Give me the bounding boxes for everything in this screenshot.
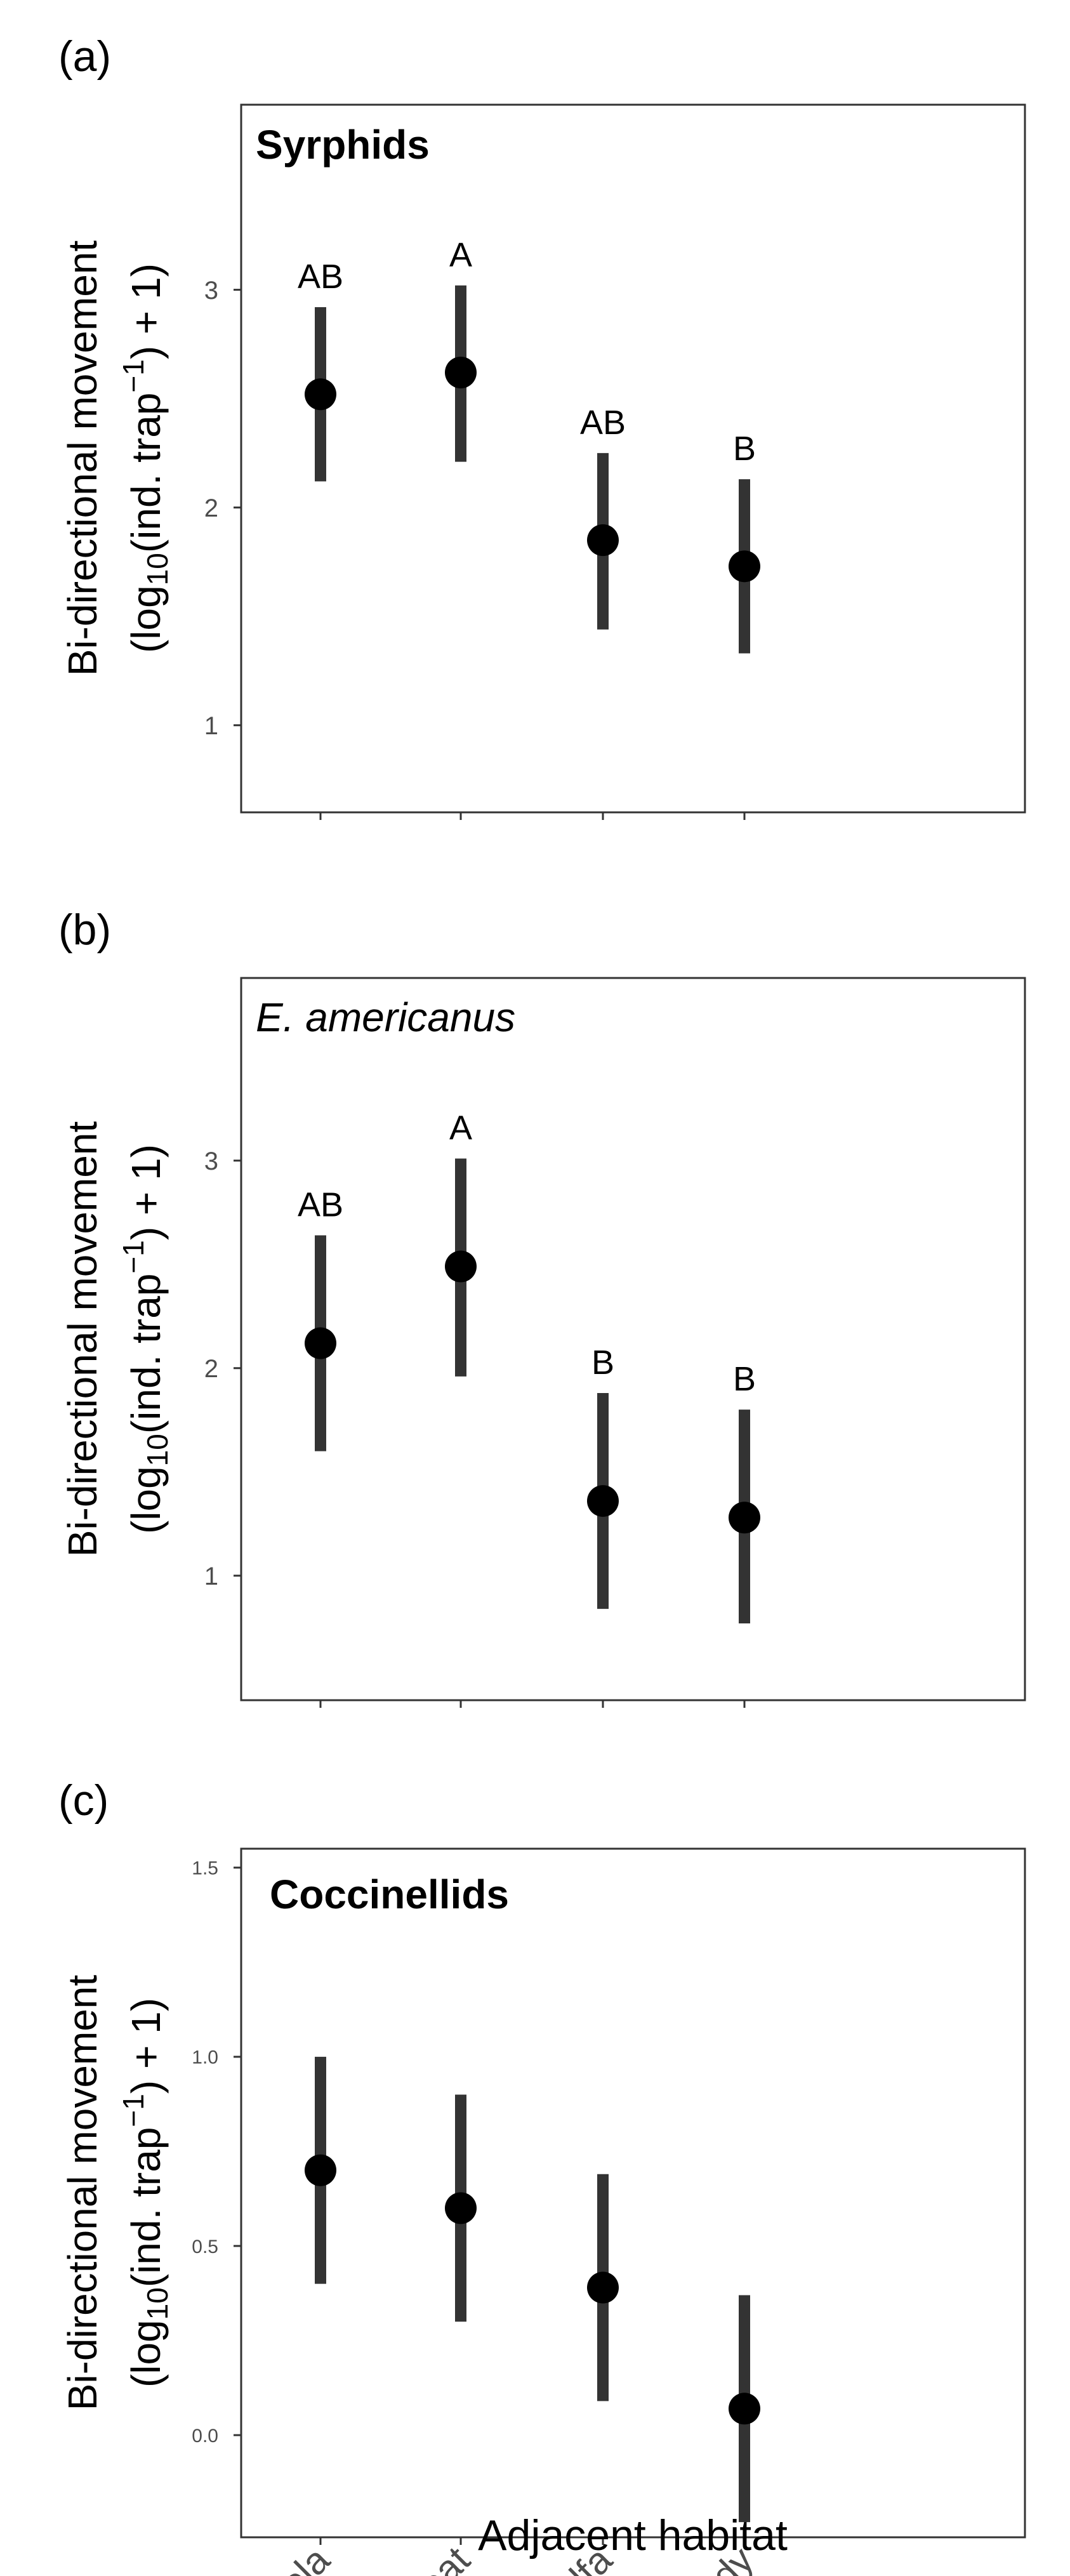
panel-a-ytick-label: 1	[204, 712, 218, 740]
panel-a-title: Syrphids	[256, 122, 430, 168]
panel-b-point-alfalfa	[587, 1485, 619, 1517]
panel-b-ytick-label: 2	[204, 1355, 218, 1383]
x-axis-title: Adjacent habitat	[478, 2511, 788, 2559]
panel-b-sig-letter-canola: AB	[298, 1186, 343, 1224]
panel-b-ylabel-line1: Bi-directional movement	[60, 1121, 105, 1557]
x-tick-label-wheat: Wheat	[370, 2539, 478, 2576]
panel-a-point-alfalfa	[587, 524, 619, 557]
panel-c-ytick-label: 1.5	[192, 1858, 218, 1879]
panel-c-ylabel-line1: Bi-directional movement	[60, 1975, 105, 2411]
panel-letter-b: (b)	[58, 906, 111, 954]
panel-c-marks	[305, 2056, 760, 2523]
panel-c-ylabel-line2: (log10(ind. trap−1) + 1)	[117, 1998, 174, 2388]
panel-c-frame	[240, 1847, 1026, 2539]
panel-c-point-alfalfa	[587, 2271, 619, 2304]
panel-a-sig-letter-woody: B	[733, 430, 756, 468]
panel-a-y-axis-title: Bi-directional movement (log10(ind. trap…	[60, 241, 174, 677]
panel-b-sig-letter-wheat: A	[449, 1109, 472, 1147]
panel-b-point-canola	[305, 1327, 336, 1359]
panel-b-ytick-label: 3	[204, 1147, 218, 1175]
panel-c-point-wheat	[445, 2192, 477, 2224]
panel-c-point-canola	[305, 2154, 336, 2186]
panel-a-ylabel-line1: Bi-directional movement	[60, 241, 105, 677]
panel-c-y-axis-title: Bi-directional movement (log10(ind. trap…	[60, 1975, 174, 2411]
panel-b-sig-letter-alfalfa: B	[591, 1344, 614, 1382]
panel-a-x-axis	[319, 812, 746, 820]
panel-a-ytick-label: 2	[204, 494, 218, 522]
panel-b-point-woody	[729, 1502, 760, 1534]
panel-a-sig-letter-alfalfa: AB	[580, 404, 626, 442]
panel-letter-a: (a)	[58, 32, 111, 81]
panel-c-point-woody	[729, 2393, 760, 2425]
panel-a-marks: AB A AB B	[298, 236, 760, 654]
panel-b-y-axis-title: Bi-directional movement (log10(ind. trap…	[60, 1121, 174, 1557]
panel-b-y-axis: 1 2 3	[204, 1147, 241, 1590]
panel-a-ylabel-line2: (log10(ind. trap−1) + 1)	[117, 263, 174, 653]
panel-b-x-axis	[319, 1700, 746, 1708]
panel-a-ytick-label: 3	[204, 277, 218, 305]
panel-letter-c: (c)	[58, 1776, 109, 1825]
panel-a-y-axis: 1 2 3	[204, 277, 241, 740]
panel-a-sig-letter-canola: AB	[298, 258, 343, 296]
panel-c-ytick-label: 1.0	[192, 2047, 218, 2068]
panel-a-point-canola	[305, 378, 336, 411]
panel-c-ytick-label: 0.5	[192, 2236, 218, 2257]
panel-c-title: Coccinellids	[270, 1872, 509, 1917]
panel-b-frame	[240, 977, 1026, 1701]
panel-c-ytick-label: 0.0	[192, 2426, 218, 2447]
panel-a-frame	[240, 103, 1026, 814]
panel-b-point-wheat	[445, 1250, 477, 1283]
panel-b-title: E. americanus	[256, 994, 515, 1040]
panel-a-sig-letter-wheat: A	[449, 236, 472, 274]
panel-b-ytick-label: 1	[204, 1562, 218, 1590]
panel-b-sig-letter-woody: B	[733, 1360, 756, 1398]
panel-a-point-wheat	[445, 356, 477, 388]
panel-c: (c) Coccinellids 0.00.51.01.5 CanolaWhea…	[58, 1776, 1026, 2576]
panel-a-point-woody	[729, 550, 760, 583]
panel-b-ylabel-line2: (log10(ind. trap−1) + 1)	[117, 1144, 174, 1534]
panel-a: (a) Syrphids 1 2 3 AB A AB B Bi-directional m…	[58, 32, 1026, 820]
panel-c-y-axis: 0.0 0.5 1.0 1.5	[192, 1858, 241, 2447]
